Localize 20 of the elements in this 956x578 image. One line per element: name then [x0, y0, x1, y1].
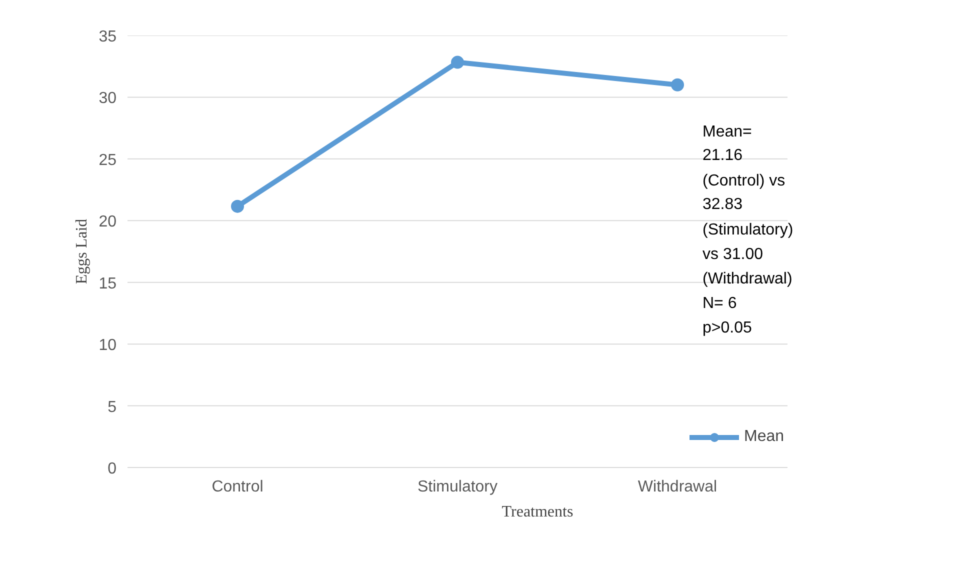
- legend-label: Mean: [744, 428, 784, 446]
- x-tick-label: Stimulatory: [417, 478, 498, 496]
- point: [671, 78, 684, 92]
- x-tick-label: Control: [212, 478, 264, 496]
- y-axis-title: Eggs Laid: [74, 218, 91, 284]
- annotation: p>0.05: [702, 320, 752, 336]
- y-tick-label: 20: [98, 214, 117, 231]
- y-tick-label: 5: [108, 398, 117, 416]
- x-tick-label: Withdrawal: [638, 478, 718, 496]
- y-tick-label: 0: [108, 460, 117, 478]
- annotation: N= 6: [702, 295, 737, 312]
- y-tick-label: 10: [98, 337, 117, 354]
- x-axis-title: Treatments: [502, 504, 574, 520]
- y-tick-label: 30: [98, 90, 117, 108]
- annotation: Mean= 21.16 (Control) vs 32.83 (Stimulatory) vs 31.00 (Withdrawal): [702, 124, 794, 288]
- y-tick-label: 35: [98, 28, 117, 46]
- y-tick-label: 25: [98, 152, 117, 169]
- point: [451, 56, 464, 69]
- y-tick-label: 15: [98, 275, 117, 292]
- point: [231, 200, 244, 213]
